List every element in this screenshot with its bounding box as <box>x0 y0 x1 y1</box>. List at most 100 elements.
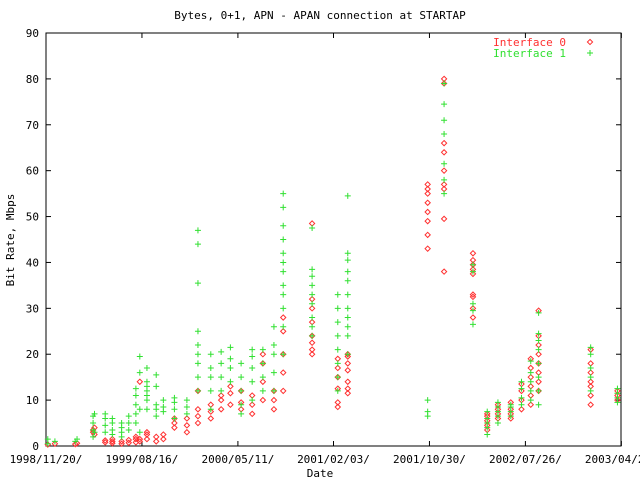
data-point <box>153 413 160 420</box>
data-point <box>334 291 341 298</box>
y-tick-label: 70 <box>26 119 39 132</box>
data-point <box>270 342 277 349</box>
data-point <box>194 419 202 427</box>
data-point <box>535 309 542 316</box>
data-point <box>308 339 316 347</box>
data-point <box>109 415 116 422</box>
data-point <box>136 435 144 443</box>
data-point <box>136 429 143 436</box>
data-point <box>344 277 351 284</box>
data-point <box>102 429 109 436</box>
data-point <box>270 387 277 394</box>
x-tick-label: 2000/05/11/ <box>201 453 274 466</box>
chart-title: Bytes, 0+1, APN - APAN connection at STA… <box>174 9 466 22</box>
data-point <box>136 369 143 376</box>
data-point <box>334 305 341 312</box>
data-point <box>527 397 534 404</box>
data-point <box>280 204 287 211</box>
data-point <box>441 190 448 197</box>
data-point <box>171 415 178 422</box>
data-point <box>334 346 341 353</box>
data-point <box>441 80 448 87</box>
data-point <box>183 410 190 417</box>
data-point <box>270 405 278 413</box>
data-point <box>518 387 525 395</box>
x-tick-label: 2001/10/30/ <box>393 453 466 466</box>
x-axis: 1998/11/20/1999/08/16/2000/05/11/2001/02… <box>10 33 640 466</box>
data-point <box>118 438 125 445</box>
data-point <box>334 360 341 367</box>
data-point <box>74 436 81 443</box>
x-tick-label: 2001/02/03/ <box>297 453 370 466</box>
data-point <box>249 353 256 360</box>
data-point <box>441 160 448 167</box>
data-point <box>183 415 191 422</box>
data-point <box>280 351 287 358</box>
data-point <box>469 291 477 298</box>
data-point <box>207 415 215 422</box>
data-point <box>587 392 594 399</box>
data-point <box>527 358 534 365</box>
data-point <box>227 401 234 409</box>
data-point <box>334 364 342 372</box>
data-point <box>279 314 287 321</box>
data-point <box>143 435 151 443</box>
legend-marker <box>587 50 593 56</box>
data-point <box>344 351 351 358</box>
y-tick-label: 0 <box>32 440 39 453</box>
data-point <box>280 190 287 197</box>
legend-label: Interface 0 <box>493 36 566 49</box>
data-point <box>344 305 351 312</box>
data-point <box>259 396 267 404</box>
data-point <box>238 401 245 408</box>
data-point <box>309 314 316 321</box>
data-point <box>587 351 594 358</box>
data-point <box>424 231 431 239</box>
data-point <box>507 401 514 408</box>
data-point <box>125 426 132 433</box>
data-point <box>344 389 352 397</box>
legend-label: Interface 1 <box>493 47 566 60</box>
data-point <box>424 397 431 404</box>
data-point <box>132 433 140 441</box>
data-point <box>535 401 542 408</box>
data-point <box>535 360 542 367</box>
data-point <box>535 346 542 353</box>
data-point <box>91 410 98 417</box>
data-point <box>109 435 116 443</box>
data-point <box>194 374 201 381</box>
data-point <box>125 436 133 444</box>
data-point <box>344 257 351 264</box>
data-point <box>91 429 98 436</box>
data-point <box>441 117 448 124</box>
data-point <box>227 344 234 351</box>
data-point <box>518 401 525 408</box>
legend-marker <box>586 38 594 46</box>
data-point <box>71 440 79 448</box>
data-point <box>227 364 234 371</box>
data-point <box>334 387 341 394</box>
data-point <box>248 410 256 418</box>
data-point <box>125 439 133 447</box>
data-point <box>440 167 448 174</box>
y-tick-label: 90 <box>26 27 39 40</box>
data-point <box>279 327 287 335</box>
data-point <box>51 438 58 445</box>
data-point <box>527 369 534 376</box>
data-point <box>51 440 59 448</box>
data-point <box>535 387 542 394</box>
data-point <box>469 261 476 268</box>
data-point <box>259 360 266 367</box>
data-point <box>152 433 160 441</box>
data-point <box>309 266 316 273</box>
data-point <box>469 268 476 275</box>
data-point <box>194 328 201 335</box>
data-point <box>518 378 525 385</box>
data-point <box>227 389 234 397</box>
data-point <box>280 282 287 289</box>
data-point <box>344 366 352 374</box>
data-point <box>424 185 431 193</box>
data-point <box>171 419 178 427</box>
data-point <box>344 250 351 257</box>
